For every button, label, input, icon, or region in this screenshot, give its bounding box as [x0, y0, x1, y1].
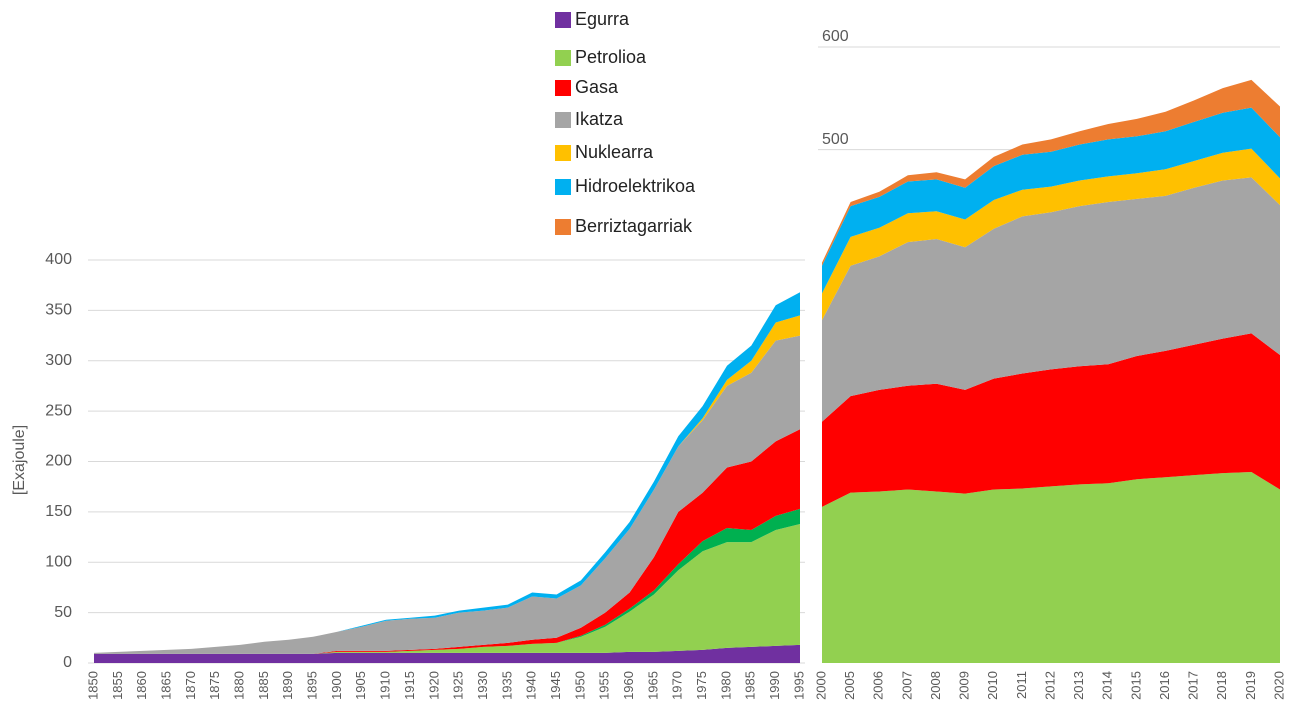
x-tick-label: 1945	[548, 671, 563, 700]
y-tick-label: 150	[45, 503, 72, 520]
x-tick-label: 1900	[329, 671, 344, 700]
x-tick-label: 2019	[1243, 671, 1258, 700]
x-tick-label: 2013	[1071, 671, 1086, 700]
x-tick-label: 2006	[871, 671, 886, 700]
y-tick-label: 400	[45, 251, 72, 268]
y-tick-label: 100	[45, 553, 72, 570]
legend-swatch	[555, 219, 571, 235]
x-tick-label: 1990	[767, 671, 782, 700]
y-tick-label: 500	[822, 131, 849, 148]
y-tick-label: 250	[45, 402, 72, 419]
x-tick-label: 1940	[524, 671, 539, 700]
x-tick-label: 2012	[1042, 671, 1057, 700]
legend-label: Hidroelektrikoa	[575, 176, 696, 196]
area	[94, 644, 800, 663]
area	[822, 79, 1280, 266]
legend-swatch	[555, 12, 571, 28]
x-tick-label: 1905	[353, 671, 368, 700]
x-tick-label: 1955	[597, 671, 612, 700]
area	[822, 472, 1280, 663]
area	[94, 524, 800, 654]
legend-label: Egurra	[575, 9, 630, 29]
y-tick-label: 600	[822, 28, 849, 45]
x-tick-label: 1850	[85, 671, 100, 700]
area	[94, 292, 800, 653]
legend-swatch	[555, 145, 571, 161]
y-tick-label: 50	[54, 604, 72, 621]
x-tick-label: 1860	[134, 671, 149, 700]
x-tick-label: 1935	[499, 671, 514, 700]
x-tick-label: 1925	[451, 671, 466, 700]
x-tick-label: 1890	[280, 671, 295, 700]
x-tick-label: 1950	[572, 671, 587, 700]
x-tick-label: 1995	[791, 671, 806, 700]
legend-label: Gasa	[575, 77, 619, 97]
x-tick-label: 1920	[426, 671, 441, 700]
x-tick-label: 1895	[305, 671, 320, 700]
legend-label: Petrolioa	[575, 47, 647, 67]
x-tick-label: 1960	[621, 671, 636, 700]
x-tick-label: 1855	[110, 671, 125, 700]
area	[94, 335, 800, 654]
y-tick-label: 200	[45, 453, 72, 470]
x-tick-label: 1910	[378, 671, 393, 700]
x-tick-label: 1880	[232, 671, 247, 700]
x-tick-label: 2010	[985, 671, 1000, 700]
x-tick-label: 2017	[1186, 671, 1201, 700]
x-tick-label: 1870	[183, 671, 198, 700]
x-tick-label: 2014	[1100, 671, 1115, 700]
legend-label: Nuklearra	[575, 142, 654, 162]
x-tick-label: 2009	[957, 671, 972, 700]
x-tick-label: 2011	[1014, 671, 1029, 699]
x-tick-label: 2007	[899, 671, 914, 700]
x-tick-label: 1980	[718, 671, 733, 700]
legend-label: Berriztagarriak	[575, 216, 693, 236]
area	[822, 333, 1280, 507]
x-tick-label: 1965	[645, 671, 660, 700]
legend-swatch	[555, 50, 571, 66]
x-tick-label: 1975	[694, 671, 709, 700]
x-tick-label: 2020	[1271, 671, 1286, 700]
x-tick-label: 2015	[1128, 671, 1143, 700]
x-tick-label: 1970	[670, 671, 685, 700]
area	[94, 429, 800, 654]
x-tick-label: 1915	[402, 671, 417, 700]
x-tick-label: 2016	[1157, 671, 1172, 700]
legend-swatch	[555, 179, 571, 195]
x-tick-label: 1875	[207, 671, 222, 700]
legend-swatch	[555, 112, 571, 128]
x-tick-label: 2018	[1214, 671, 1229, 700]
x-tick-label: 1885	[256, 671, 271, 700]
y-tick-label: 350	[45, 302, 72, 319]
x-tick-label: 2000	[813, 671, 828, 700]
area	[822, 107, 1280, 294]
legend-swatch	[555, 80, 571, 96]
y-tick-label: 300	[45, 352, 72, 369]
x-tick-label: 1865	[158, 671, 173, 700]
area	[822, 177, 1280, 422]
legend-label: Ikatza	[575, 109, 624, 129]
area	[822, 148, 1280, 321]
y-axis-label: [Exajoule]	[11, 425, 28, 495]
x-tick-label: 2005	[842, 671, 857, 700]
x-tick-label: 1985	[743, 671, 758, 700]
y-tick-label: 0	[63, 654, 72, 671]
x-tick-label: 1930	[475, 671, 490, 700]
x-tick-label: 2008	[928, 671, 943, 700]
